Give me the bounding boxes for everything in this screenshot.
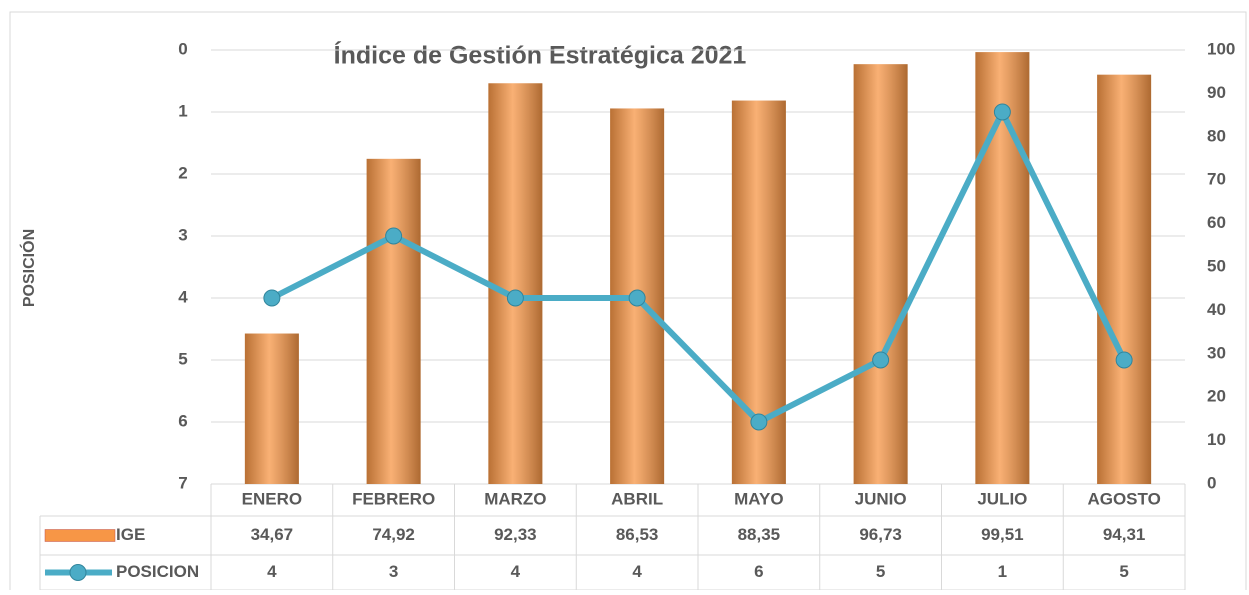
table-value: 92,33 (494, 525, 537, 544)
y2-tick-label: 30 (1207, 343, 1226, 362)
y2-tick-label: 80 (1207, 126, 1226, 145)
table-value: 86,53 (616, 525, 659, 544)
bar-shade (366, 158, 421, 484)
x-tick-label: ABRIL (611, 489, 663, 508)
y2-tick-label: 90 (1207, 83, 1226, 102)
y-tick-label: 4 (178, 287, 188, 306)
table-value: 96,73 (859, 525, 902, 544)
table-value: 74,92 (372, 525, 415, 544)
legend-label: POSICION (116, 562, 199, 581)
line-marker (993, 103, 1011, 121)
y-tick-label: 3 (178, 225, 187, 244)
table-value: 99,51 (981, 525, 1024, 544)
x-tick-label: MAYO (734, 489, 783, 508)
table-value: 4 (511, 562, 521, 581)
chart-border (9, 11, 1247, 595)
y2-tick-label: 40 (1207, 300, 1226, 319)
table-value: 4 (632, 562, 642, 581)
bar-shade (1097, 74, 1152, 484)
legend-swatch (44, 529, 116, 542)
y-tick-label: 0 (178, 39, 187, 58)
y2-tick-label: 20 (1207, 387, 1226, 406)
table-value: 4 (267, 562, 277, 581)
legend-label: IGE (116, 525, 145, 544)
x-tick-label: AGOSTO (1087, 489, 1160, 508)
line-marker (628, 289, 646, 307)
line-marker (750, 413, 768, 431)
line-marker (1115, 351, 1133, 369)
bar-shade (853, 64, 908, 484)
table-value: 94,31 (1103, 525, 1146, 544)
table-value: 6 (754, 562, 763, 581)
x-tick-label: ENERO (242, 489, 302, 508)
y2-tick-label: 60 (1207, 213, 1226, 232)
bar-shade (975, 52, 1030, 485)
table-value: 3 (389, 562, 398, 581)
line-marker (872, 351, 890, 369)
bar-shade (244, 333, 299, 484)
line (270, 109, 1127, 425)
table-value: 1 (998, 562, 1007, 581)
y-tick-label: 2 (178, 163, 187, 182)
bar-shade (488, 83, 543, 484)
y2-tick-label: 10 (1207, 430, 1226, 449)
y-tick-label: 6 (178, 411, 187, 430)
line-marker (506, 289, 524, 307)
table-value: 88,35 (738, 525, 781, 544)
y-tick-label: 1 (178, 101, 187, 120)
y2-tick-label: 100 (1207, 39, 1235, 58)
x-tick-label: JUNIO (855, 489, 907, 508)
y2-tick-label: 70 (1207, 170, 1226, 189)
line-marker (385, 227, 403, 245)
table-value: 34,67 (251, 525, 294, 544)
x-tick-label: FEBRERO (352, 489, 435, 508)
y-tick-label: 7 (178, 473, 187, 492)
table-value: 5 (876, 562, 885, 581)
y2-tick-label: 0 (1207, 473, 1216, 492)
x-tick-label: JULIO (977, 489, 1027, 508)
y-tick-label: 5 (178, 349, 187, 368)
chart-title: Índice de Gestión Estratégica 2021 (334, 41, 747, 70)
table-value: 5 (1119, 562, 1128, 581)
x-tick-label: MARZO (484, 489, 546, 508)
line-marker (263, 289, 281, 307)
y-axis-label: POSICIÓN (19, 229, 38, 307)
legend-marker (69, 564, 87, 581)
y2-tick-label: 50 (1207, 256, 1226, 275)
